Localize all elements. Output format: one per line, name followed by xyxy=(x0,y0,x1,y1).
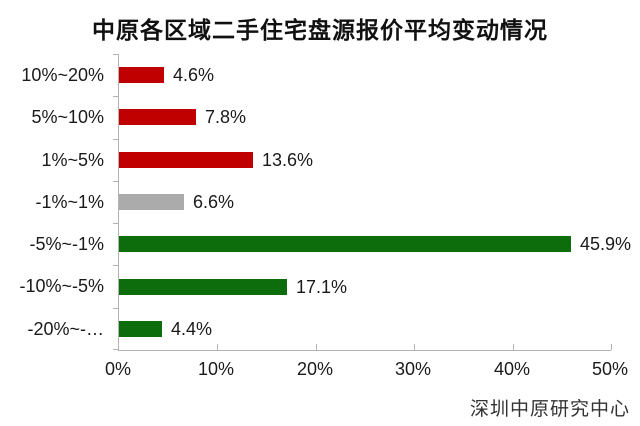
y-axis-tick xyxy=(113,223,118,224)
bar-value-label: 4.4% xyxy=(171,319,213,339)
x-tick-label: 50% xyxy=(591,359,629,379)
bar-value-label: 45.9% xyxy=(580,234,632,254)
bar-value-label: 17.1% xyxy=(296,277,348,297)
source-credit: 深圳中原研究中心 xyxy=(469,399,630,420)
category-label: 10%~20% xyxy=(21,65,104,85)
bar-value-label: 7.8% xyxy=(205,107,247,127)
bar-5%~10% xyxy=(119,109,196,125)
x-tick-label: 0% xyxy=(104,359,131,379)
category-label: -10%~-5% xyxy=(19,276,104,297)
x-tick-label: 20% xyxy=(296,359,334,379)
bar--1%~1% xyxy=(119,194,184,210)
x-axis-tick xyxy=(316,344,317,350)
x-tick-label: 10% xyxy=(197,359,235,379)
y-axis-tick xyxy=(113,308,118,309)
bar--5%~-1% xyxy=(119,236,571,252)
y-axis-tick xyxy=(113,181,118,182)
x-tick-label: 30% xyxy=(394,359,432,379)
y-axis-tick xyxy=(113,54,118,55)
category-label: 1%~5% xyxy=(41,149,104,170)
x-axis-tick xyxy=(217,344,218,350)
bar-10%~20% xyxy=(119,67,164,83)
x-tick-label: 40% xyxy=(493,359,531,379)
y-axis-tick xyxy=(113,139,118,140)
category-label: -20%~-… xyxy=(27,318,104,339)
y-axis-tick xyxy=(113,265,118,266)
category-label: 5%~10% xyxy=(31,107,104,128)
chart-title: 中原各区域二手住宅盘源报价平均变动情况 xyxy=(92,17,548,43)
plot-area: 4.6% 7.8% 13.6% 6.6% 45.9% 17.1% 4.4% xyxy=(113,54,631,351)
category-label: -1%~1% xyxy=(35,191,104,212)
category-label: -5%~-1% xyxy=(29,234,104,255)
x-axis-tick xyxy=(414,344,415,350)
x-axis-tick xyxy=(513,344,514,350)
x-axis-tick xyxy=(611,344,612,350)
bar--10%~-5% xyxy=(119,279,287,295)
y-axis-tick xyxy=(113,96,118,97)
bar--20%~-… xyxy=(119,321,162,337)
bar-1%~5% xyxy=(119,152,253,168)
bar-value-label: 13.6% xyxy=(262,150,314,170)
bar-value-label: 4.6% xyxy=(173,65,215,85)
y-axis-tick xyxy=(113,349,118,350)
bar-value-label: 6.6% xyxy=(193,192,235,212)
